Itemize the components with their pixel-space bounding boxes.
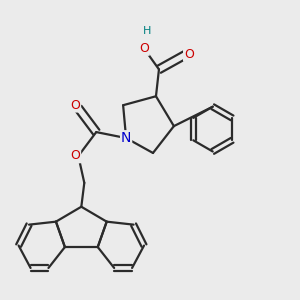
- Text: O: O: [184, 48, 194, 61]
- Text: H: H: [143, 26, 151, 36]
- Text: N: N: [121, 131, 131, 145]
- Text: O: O: [70, 149, 80, 163]
- Text: O: O: [139, 42, 149, 55]
- Text: O: O: [70, 99, 80, 112]
